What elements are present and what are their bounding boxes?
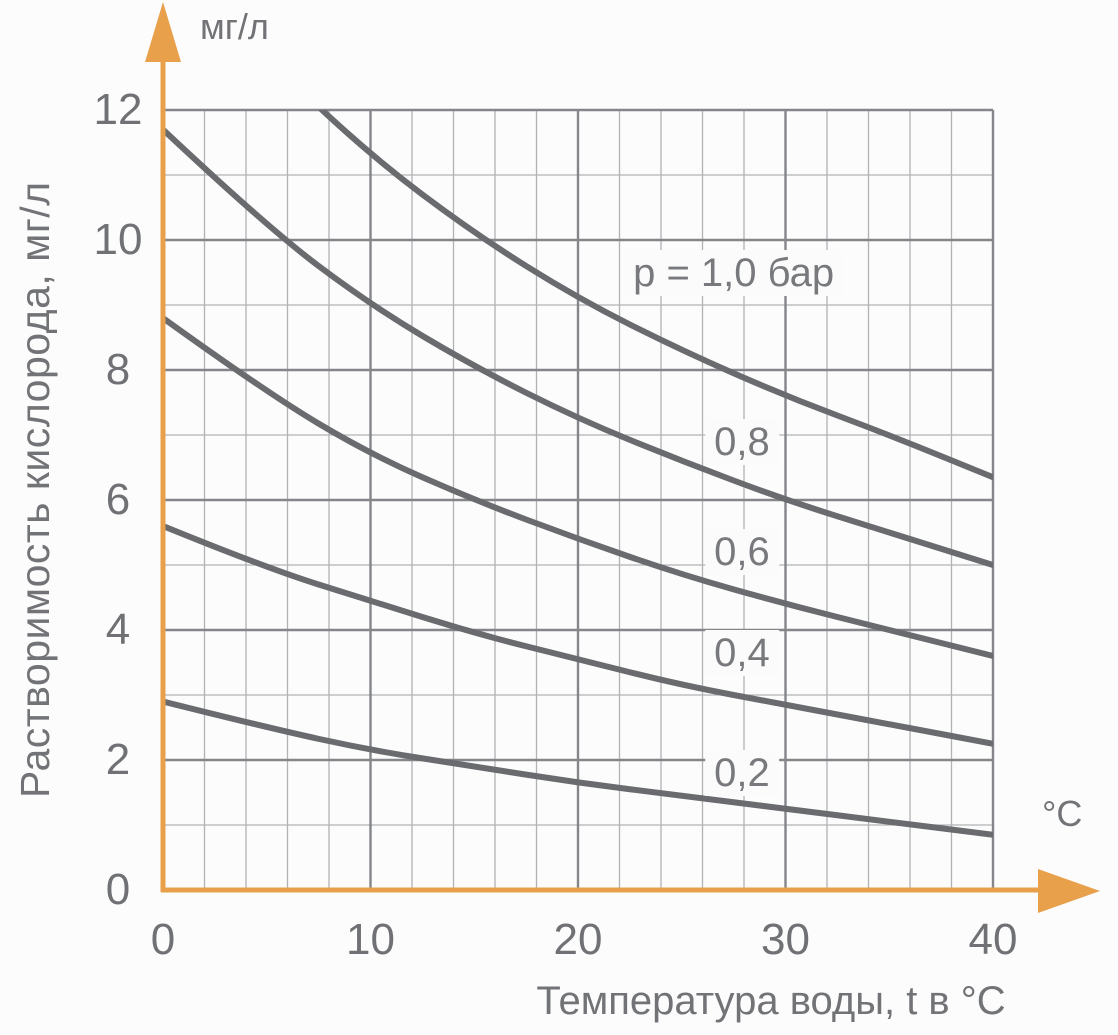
x-axis-arrowhead-icon	[1038, 869, 1100, 913]
y-tick-label-4: 4	[105, 605, 131, 654]
curve-label-p-0.6: 0,6	[705, 529, 779, 575]
data-curves	[163, 110, 993, 838]
curve-p-0.2	[163, 698, 993, 838]
x-tick-label-30: 30	[761, 915, 810, 964]
y-tick-label-12: 12	[93, 85, 143, 134]
y-tick-label-10: 10	[93, 215, 143, 264]
curve-label-p-0.4: 0,4	[705, 629, 779, 676]
x-tick-label-10: 10	[346, 915, 395, 964]
curve-label-p-0.2: 0,2	[705, 750, 779, 796]
x-tick-label-40: 40	[968, 915, 1018, 964]
curve-p-0.8	[163, 126, 993, 568]
y-axis-arrowhead-icon	[145, 2, 181, 62]
curve-label-p-0.8: 0,8	[705, 418, 779, 465]
y-axis-title: Растворимость кислорода, мг/л	[12, 181, 58, 798]
x-axis-unit-label: °C	[1042, 793, 1083, 834]
curve-p-0.6	[163, 315, 993, 659]
y-tick-label-2: 2	[105, 735, 131, 784]
y-axis-unit-label: мг/л	[200, 6, 269, 47]
curve-p-1	[317, 110, 993, 481]
curve-label-p-1: p = 1,0 бар	[624, 249, 844, 296]
y-tick-label-6: 6	[105, 475, 131, 524]
curve-p-0.4	[163, 523, 993, 747]
y-tick-label-0: 0	[105, 865, 131, 914]
axes	[145, 2, 1100, 913]
x-tick-label-20: 20	[553, 915, 603, 964]
y-tick-label-8: 8	[105, 345, 131, 394]
x-tick-label-0: 0	[150, 915, 176, 964]
x-axis-title: Температура воды, t в °C	[536, 979, 1006, 1023]
